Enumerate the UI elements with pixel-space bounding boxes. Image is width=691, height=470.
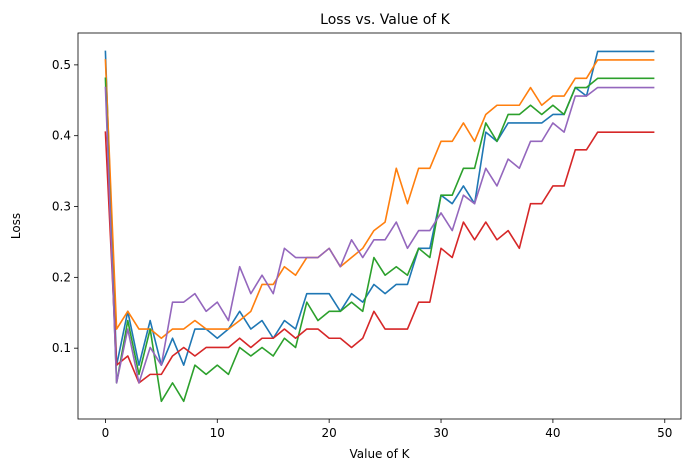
y-tick-label: 0.3 bbox=[52, 200, 71, 214]
series-line-4 bbox=[104, 131, 655, 384]
x-tick-label: 30 bbox=[433, 426, 448, 440]
x-axis: 0 10 20 30 40 50 bbox=[102, 419, 672, 440]
chart-title: Loss vs. Value of K bbox=[320, 12, 450, 28]
y-axis-label: Loss bbox=[9, 213, 23, 239]
y-tick-label: 0.5 bbox=[52, 58, 71, 72]
series-line-2 bbox=[104, 59, 655, 340]
x-axis-label: Value of K bbox=[349, 447, 410, 461]
series-layer bbox=[104, 50, 655, 403]
y-tick-label: 0.4 bbox=[52, 129, 71, 143]
plot-frame bbox=[77, 32, 682, 420]
series-line-1 bbox=[104, 50, 655, 366]
y-tick-label: 0.2 bbox=[52, 270, 71, 284]
x-tick-label: 20 bbox=[322, 426, 337, 440]
series-line-3 bbox=[104, 77, 655, 403]
x-tick-label: 10 bbox=[210, 426, 225, 440]
x-tick-label: 0 bbox=[102, 426, 110, 440]
x-tick-label: 40 bbox=[545, 426, 560, 440]
series-line-5 bbox=[104, 86, 655, 384]
y-axis: 0.1 0.2 0.3 0.4 0.5 bbox=[52, 58, 78, 355]
x-tick-label: 50 bbox=[657, 426, 672, 440]
y-tick-label: 0.1 bbox=[52, 341, 71, 355]
